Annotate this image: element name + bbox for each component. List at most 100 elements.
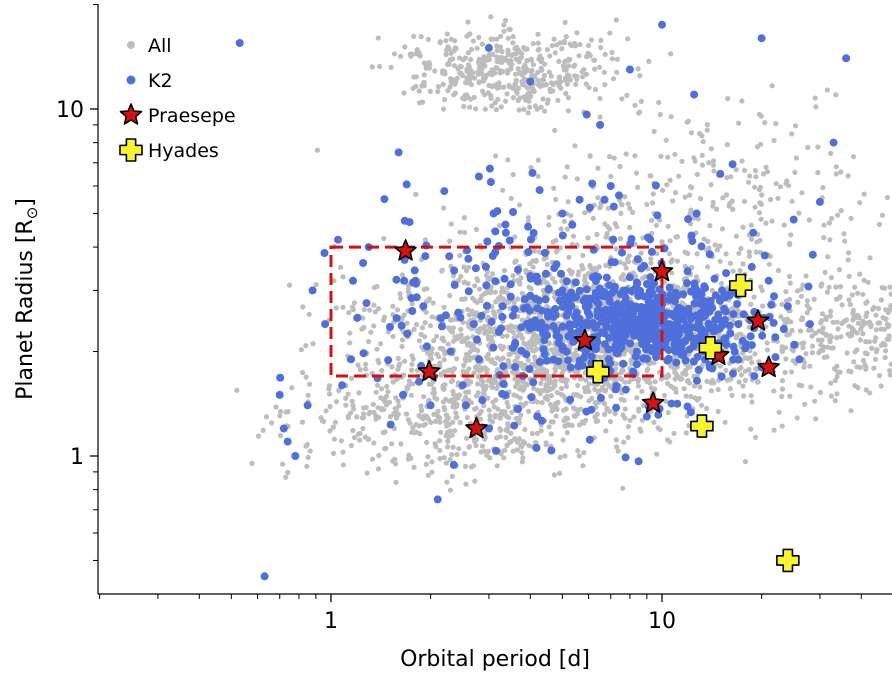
- all-point: [376, 453, 381, 458]
- k2-point: [583, 111, 591, 119]
- all-point: [831, 320, 836, 325]
- k2-point: [576, 357, 584, 365]
- all-point: [559, 386, 564, 391]
- legend-k2-marker: [127, 76, 136, 85]
- all-point: [870, 307, 875, 312]
- all-point: [445, 62, 450, 67]
- all-point: [586, 389, 591, 394]
- k2-point: [415, 378, 423, 386]
- all-point: [477, 411, 482, 416]
- all-point: [428, 323, 433, 328]
- all-point: [636, 407, 641, 412]
- all-point: [597, 96, 602, 101]
- all-point: [820, 338, 825, 343]
- k2-point: [280, 425, 288, 433]
- k2-point: [521, 295, 529, 303]
- all-point: [304, 375, 309, 380]
- all-point: [813, 416, 818, 421]
- all-point: [429, 382, 434, 387]
- all-point: [593, 87, 598, 92]
- all-point: [431, 300, 436, 305]
- all-point: [738, 365, 743, 370]
- all-point: [716, 409, 721, 414]
- all-point: [757, 112, 762, 117]
- all-point: [374, 347, 379, 352]
- all-point: [564, 34, 569, 39]
- all-point: [598, 114, 603, 119]
- all-point: [442, 351, 447, 356]
- all-point: [582, 385, 587, 390]
- k2-point: [607, 258, 615, 266]
- k2-point: [399, 391, 407, 399]
- all-point: [873, 313, 878, 318]
- all-point: [430, 314, 435, 319]
- all-point: [805, 145, 810, 150]
- all-point: [619, 96, 624, 101]
- all-point: [389, 441, 394, 446]
- k2-point: [363, 299, 371, 307]
- all-point: [844, 350, 849, 355]
- all-point: [669, 384, 674, 389]
- all-point: [381, 236, 386, 241]
- all-point: [427, 296, 432, 301]
- all-point: [471, 38, 476, 43]
- k2-point: [491, 277, 499, 285]
- all-point: [476, 35, 481, 40]
- all-point: [801, 340, 806, 345]
- all-point: [555, 98, 560, 103]
- all-point: [759, 202, 764, 207]
- all-point: [765, 169, 770, 174]
- all-point: [509, 62, 514, 67]
- k2-point: [502, 229, 510, 237]
- all-point: [475, 46, 480, 51]
- k2-point: [663, 310, 671, 318]
- all-point: [394, 377, 399, 382]
- all-point: [435, 89, 440, 94]
- all-point: [487, 413, 492, 418]
- all-point: [668, 238, 673, 243]
- all-point: [639, 389, 644, 394]
- all-point: [552, 472, 557, 477]
- all-point: [383, 446, 388, 451]
- all-point: [687, 381, 692, 386]
- legend-hyades-label: Hyades: [148, 140, 219, 162]
- legend-all-marker: [127, 41, 135, 49]
- all-point: [346, 392, 351, 397]
- all-point: [863, 350, 868, 355]
- all-point: [518, 395, 523, 400]
- all-point: [624, 151, 629, 156]
- k2-point: [580, 320, 588, 328]
- all-point: [515, 47, 520, 52]
- all-point: [540, 400, 545, 405]
- all-point: [774, 181, 779, 186]
- all-point: [493, 153, 498, 158]
- all-point: [517, 280, 522, 285]
- all-point: [636, 111, 641, 116]
- all-point: [391, 334, 396, 339]
- k2-point: [475, 355, 483, 363]
- all-point: [546, 215, 551, 220]
- all-point: [547, 70, 552, 75]
- all-point: [554, 414, 559, 419]
- all-point: [360, 426, 365, 431]
- all-point: [686, 119, 691, 124]
- all-point: [499, 49, 504, 54]
- all-point: [566, 108, 571, 113]
- all-point: [510, 273, 515, 278]
- all-point: [825, 254, 830, 259]
- all-point: [671, 431, 676, 436]
- k2-point: [729, 370, 737, 378]
- all-point: [700, 163, 705, 168]
- k2-point: [353, 314, 361, 322]
- all-point: [723, 420, 728, 425]
- all-point: [480, 444, 485, 449]
- all-point: [559, 226, 564, 231]
- all-point: [637, 73, 642, 78]
- all-point: [666, 224, 671, 229]
- all-point: [538, 54, 543, 59]
- k2-point: [772, 353, 780, 361]
- k2-point: [528, 393, 536, 401]
- all-point: [837, 267, 842, 272]
- all-point: [815, 144, 820, 149]
- all-point: [557, 471, 562, 476]
